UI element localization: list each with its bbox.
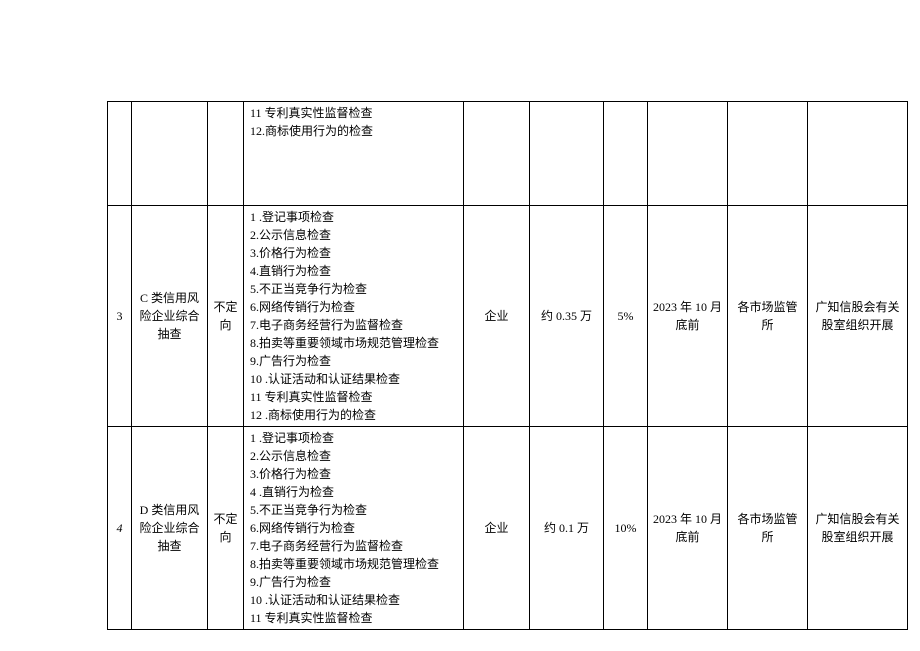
target: 企业 — [464, 206, 530, 427]
row-index: 3 — [108, 206, 132, 427]
organizer — [808, 102, 908, 206]
check-items-text: 11 专利真实性监督检查 12.商标使用行为的检查 — [250, 106, 373, 138]
plan-name — [132, 102, 208, 206]
inspection-table: 11 专利真实性监督检查 12.商标使用行为的检查 3C 类信用风险企业综合抽查不… — [107, 101, 908, 630]
table-row: 4D 类信用风险企业综合抽查不定向1 .登记事项检查 2.公示信息检查 3.价格… — [108, 427, 908, 630]
department: 各市场监管所 — [728, 427, 808, 630]
check-items-text: 1 .登记事项检查 2.公示信息检查 3.价格行为检查 4.直销行为检查 5.不… — [250, 210, 439, 422]
scale — [530, 102, 604, 206]
table-row: 3C 类信用风险企业综合抽查不定向1 .登记事项检查 2.公示信息检查 3.价格… — [108, 206, 908, 427]
ratio: 5% — [604, 206, 648, 427]
ratio — [604, 102, 648, 206]
department: 各市场监管所 — [728, 206, 808, 427]
organizer: 广知信股会有关股室组织开展 — [808, 427, 908, 630]
scale: 约 0.35 万 — [530, 206, 604, 427]
direction — [208, 102, 244, 206]
target — [464, 102, 530, 206]
page: 11 专利真实性监督检查 12.商标使用行为的检查 3C 类信用风险企业综合抽查不… — [0, 0, 920, 651]
plan-name: D 类信用风险企业综合抽查 — [132, 427, 208, 630]
deadline: 2023 年 10 月底前 — [648, 427, 728, 630]
check-items: 11 专利真实性监督检查 12.商标使用行为的检查 — [244, 102, 464, 206]
check-items-text: 1 .登记事项检查 2.公示信息检查 3.价格行为检查 4 .直销行为检查 5.… — [250, 431, 439, 625]
deadline: 2023 年 10 月底前 — [648, 206, 728, 427]
check-items: 1 .登记事项检查 2.公示信息检查 3.价格行为检查 4.直销行为检查 5.不… — [244, 206, 464, 427]
plan-name: C 类信用风险企业综合抽查 — [132, 206, 208, 427]
check-items: 1 .登记事项检查 2.公示信息检查 3.价格行为检查 4 .直销行为检查 5.… — [244, 427, 464, 630]
table-row: 11 专利真实性监督检查 12.商标使用行为的检查 — [108, 102, 908, 206]
deadline — [648, 102, 728, 206]
row-index: 4 — [108, 427, 132, 630]
row-index — [108, 102, 132, 206]
scale: 约 0.1 万 — [530, 427, 604, 630]
ratio: 10% — [604, 427, 648, 630]
direction: 不定向 — [208, 427, 244, 630]
target: 企业 — [464, 427, 530, 630]
direction: 不定向 — [208, 206, 244, 427]
organizer: 广知信股会有关股室组织开展 — [808, 206, 908, 427]
department — [728, 102, 808, 206]
